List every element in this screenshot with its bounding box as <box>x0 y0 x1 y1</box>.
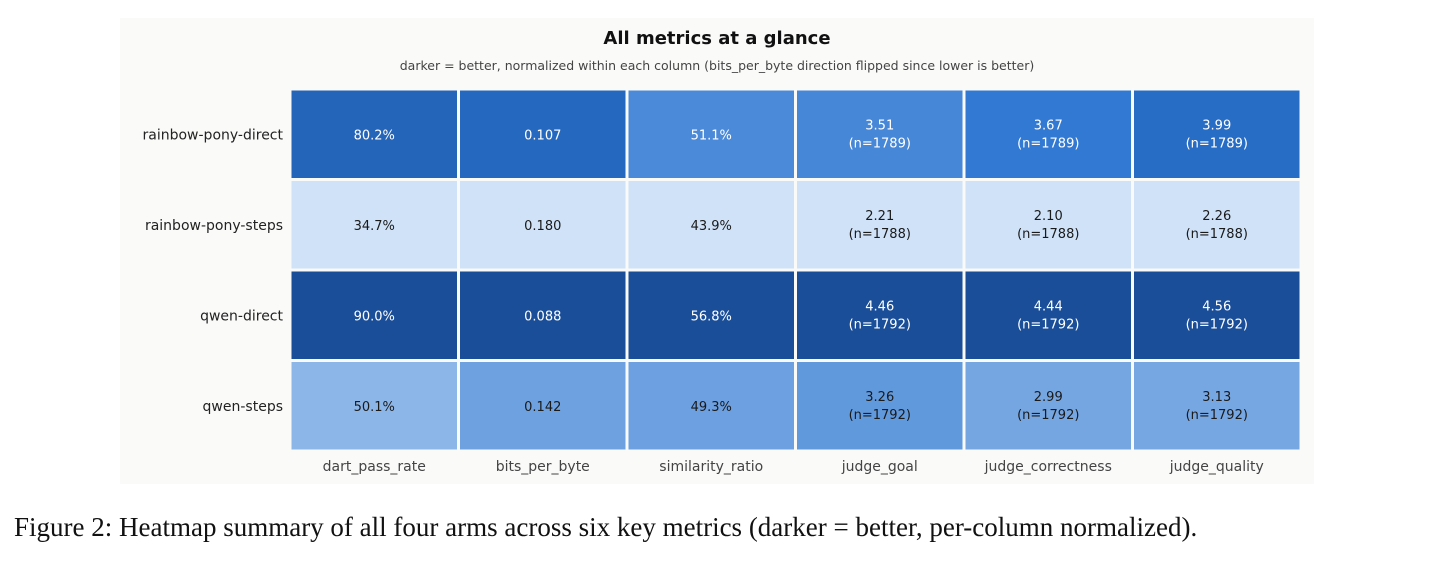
cell-count-label: (n=1789) <box>1017 136 1079 151</box>
cell-value-label: 51.1% <box>691 128 732 143</box>
heatmap-cell <box>797 90 963 178</box>
cell-value-label: 0.142 <box>524 400 561 415</box>
heatmap-cell <box>460 181 626 269</box>
cell-value-label: 4.44 <box>1034 299 1063 314</box>
chart-panel: All metrics at a glance darker = better,… <box>120 18 1314 484</box>
chart-subtitle: darker = better, normalized within each … <box>399 58 1035 73</box>
heatmap-cell <box>1134 362 1300 450</box>
row-tick-label: qwen-direct <box>200 308 283 324</box>
heatmap-cell <box>460 362 626 450</box>
cell-value-label: 3.99 <box>1202 118 1231 133</box>
heatmap-cell <box>291 181 457 269</box>
cell-value-label: 2.10 <box>1034 209 1063 224</box>
heatmap-cell <box>460 90 626 178</box>
cell-value-label: 4.46 <box>865 299 894 314</box>
heatmap-cell <box>965 362 1131 450</box>
cell-value-label: 0.180 <box>524 219 561 234</box>
column-tick-label: judge_correctness <box>984 459 1112 475</box>
cell-value-label: 80.2% <box>354 128 395 143</box>
cell-value-label: 49.3% <box>691 400 732 415</box>
cell-count-label: (n=1792) <box>1186 408 1248 423</box>
heatmap-cell <box>1134 271 1300 359</box>
heatmap-cell <box>628 90 794 178</box>
cell-value-label: 3.13 <box>1202 390 1231 405</box>
heatmap-cell <box>1134 90 1300 178</box>
cell-count-label: (n=1792) <box>1186 317 1248 332</box>
heatmap: 80.2% 0.107 51.1% 3.51 (n=1789) 3.67 (n=1789) 3… <box>143 90 1300 475</box>
cell-count-label: (n=1789) <box>1186 136 1248 151</box>
cell-value-label: 0.107 <box>524 128 561 143</box>
cell-count-label: (n=1792) <box>1017 317 1079 332</box>
column-tick-label: dart_pass_rate <box>323 459 426 475</box>
heatmap-cell <box>291 271 457 359</box>
cell-count-label: (n=1788) <box>1017 227 1079 242</box>
cell-value-label: 2.26 <box>1202 209 1231 224</box>
heatmap-cell <box>628 362 794 450</box>
heatmap-cell <box>965 271 1131 359</box>
cell-value-label: 43.9% <box>691 219 732 234</box>
cell-value-label: 34.7% <box>354 219 395 234</box>
heatmap-cell <box>965 181 1131 269</box>
cell-value-label: 4.56 <box>1202 299 1231 314</box>
cell-value-label: 90.0% <box>354 309 395 324</box>
figure-caption: Figure 2: Heatmap summary of all four ar… <box>14 512 1198 542</box>
row-tick-label: rainbow-pony-direct <box>143 127 284 143</box>
cell-count-label: (n=1788) <box>849 227 911 242</box>
cell-value-label: 2.21 <box>865 209 894 224</box>
cell-count-label: (n=1792) <box>849 317 911 332</box>
cell-count-label: (n=1792) <box>1017 408 1079 423</box>
heatmap-cell <box>797 181 963 269</box>
cell-count-label: (n=1789) <box>849 136 911 151</box>
heatmap-cell <box>797 271 963 359</box>
heatmap-cell <box>460 271 626 359</box>
heatmap-cell <box>628 271 794 359</box>
heatmap-cell <box>291 362 457 450</box>
row-tick-label: qwen-steps <box>203 399 283 415</box>
cell-value-label: 0.088 <box>524 309 561 324</box>
row-tick-label: rainbow-pony-steps <box>145 218 283 234</box>
heatmap-cell <box>1134 181 1300 269</box>
cell-value-label: 56.8% <box>691 309 732 324</box>
cell-count-label: (n=1788) <box>1186 227 1248 242</box>
heatmap-cell <box>291 90 457 178</box>
cell-value-label: 3.51 <box>865 118 894 133</box>
cell-value-label: 2.99 <box>1034 390 1063 405</box>
column-tick-label: similarity_ratio <box>659 459 763 475</box>
cell-value-label: 3.67 <box>1034 118 1063 133</box>
heatmap-cell <box>628 181 794 269</box>
column-tick-label: judge_goal <box>841 459 918 475</box>
cell-value-label: 50.1% <box>354 400 395 415</box>
column-tick-label: bits_per_byte <box>496 459 590 475</box>
heatmap-cell <box>965 90 1131 178</box>
column-tick-label: judge_quality <box>1169 459 1264 475</box>
heatmap-cell <box>797 362 963 450</box>
cell-value-label: 3.26 <box>865 390 894 405</box>
cell-count-label: (n=1792) <box>849 408 911 423</box>
chart-title: All metrics at a glance <box>603 28 831 49</box>
